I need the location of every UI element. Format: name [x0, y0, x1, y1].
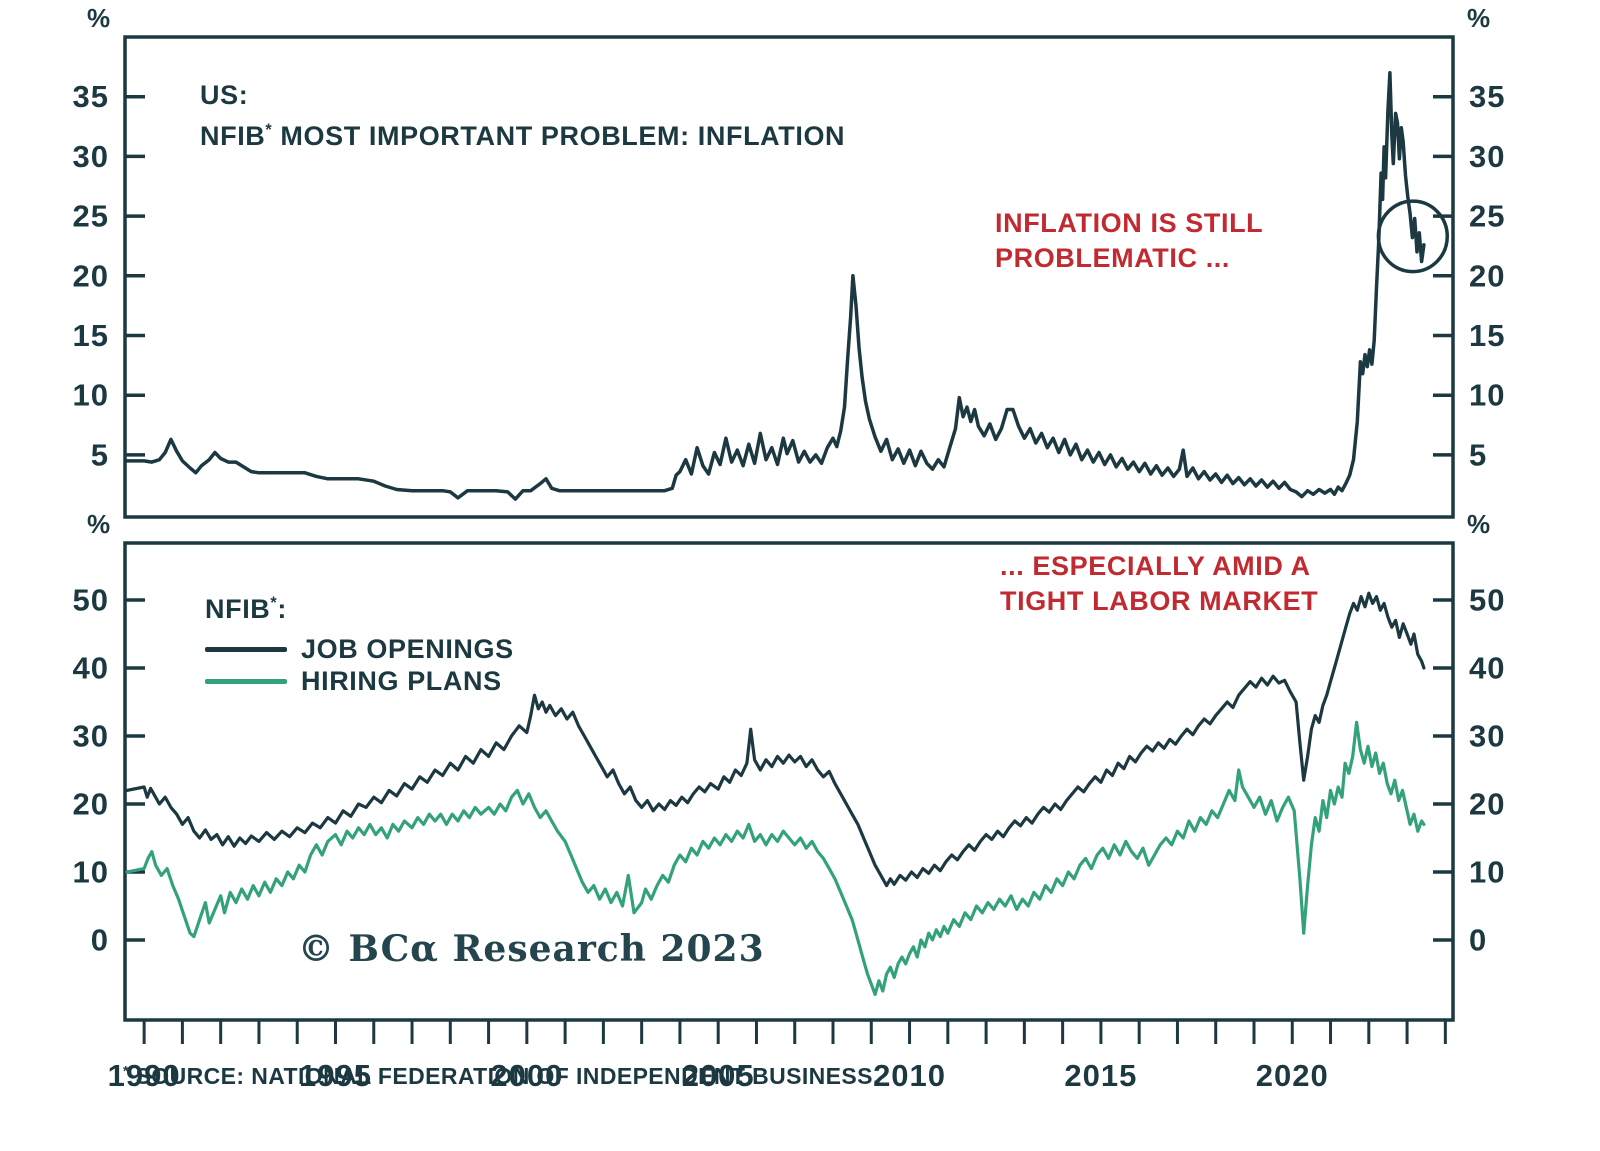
svg-text:2015: 2015 — [1064, 1058, 1137, 1093]
svg-text:%: % — [1467, 3, 1490, 33]
legend-item-hiring-plans: HIRING PLANS — [205, 665, 514, 697]
svg-text:2000: 2000 — [490, 1058, 563, 1093]
svg-text:35: 35 — [1469, 79, 1505, 114]
svg-text:25: 25 — [1469, 199, 1505, 234]
svg-text:10: 10 — [73, 855, 109, 890]
legend-swatch-1 — [205, 678, 287, 684]
chart-title-line1: US: — [200, 80, 249, 110]
source-asterisk: * — [123, 1063, 129, 1079]
annotation-top-line1: INFLATION IS STILL — [995, 208, 1264, 238]
svg-text:30: 30 — [73, 719, 109, 754]
annotation-inflation-problematic: INFLATION IS STILL PROBLEMATIC ... — [995, 206, 1263, 276]
svg-text:30: 30 — [73, 139, 109, 174]
svg-text:50: 50 — [73, 583, 109, 618]
svg-text:10: 10 — [1469, 378, 1505, 413]
legend-asterisk: * — [270, 594, 278, 612]
svg-text:%: % — [87, 509, 110, 539]
svg-text:40: 40 — [73, 651, 109, 686]
annotation-bottom-line2: TIGHT LABOR MARKET — [1000, 586, 1319, 616]
svg-text:20: 20 — [1469, 258, 1505, 293]
svg-text:15: 15 — [1469, 318, 1505, 353]
svg-text:20: 20 — [1469, 787, 1505, 822]
legend-swatch-0 — [205, 646, 287, 652]
legend: NFIB*: JOB OPENINGS HIRING PLANS — [205, 594, 514, 697]
svg-text:10: 10 — [1469, 855, 1505, 890]
chart-title: US: NFIB* MOST IMPORTANT PROBLEM: INFLAT… — [200, 78, 845, 154]
svg-text:2020: 2020 — [1256, 1058, 1329, 1093]
annotation-bottom-line1: ... ESPECIALLY AMID A — [1000, 551, 1311, 581]
legend-label-hiring-plans: HIRING PLANS — [301, 665, 502, 696]
svg-text:1990: 1990 — [108, 1058, 181, 1093]
svg-text:30: 30 — [1469, 139, 1505, 174]
svg-text:0: 0 — [91, 923, 109, 958]
chart-title-line2: NFIB* MOST IMPORTANT PROBLEM: INFLATION — [200, 121, 846, 151]
svg-text:35: 35 — [73, 79, 109, 114]
legend-title: NFIB*: — [205, 594, 287, 624]
svg-text:2010: 2010 — [873, 1058, 946, 1093]
svg-text:50: 50 — [1469, 583, 1505, 618]
svg-text:30: 30 — [1469, 719, 1505, 754]
svg-text:15: 15 — [73, 318, 109, 353]
svg-text:2005: 2005 — [682, 1058, 755, 1093]
watermark: © BCα Research 2023 — [298, 928, 765, 970]
legend-label-job-openings: JOB OPENINGS — [301, 633, 514, 664]
annotation-top-line2: PROBLEMATIC ... — [995, 243, 1230, 273]
title-asterisk: * — [265, 121, 273, 139]
source-note: * SOURCE: NATIONAL FEDERATION OF INDEPEN… — [123, 1063, 880, 1090]
svg-text:1995: 1995 — [299, 1058, 372, 1093]
legend-item-job-openings: JOB OPENINGS — [205, 633, 514, 665]
svg-text:20: 20 — [73, 787, 109, 822]
svg-text:0: 0 — [1469, 923, 1487, 958]
svg-text:5: 5 — [91, 437, 109, 472]
svg-text:%: % — [87, 3, 110, 33]
svg-text:5: 5 — [1469, 437, 1487, 472]
svg-text:25: 25 — [73, 199, 109, 234]
svg-text:20: 20 — [73, 258, 109, 293]
svg-text:10: 10 — [73, 378, 109, 413]
svg-text:%: % — [1467, 509, 1490, 539]
svg-text:40: 40 — [1469, 651, 1505, 686]
source-text: SOURCE: NATIONAL FEDERATION OF INDEPENDE… — [128, 1063, 880, 1089]
annotation-tight-labor-market: ... ESPECIALLY AMID A TIGHT LABOR MARKET — [1000, 549, 1318, 619]
